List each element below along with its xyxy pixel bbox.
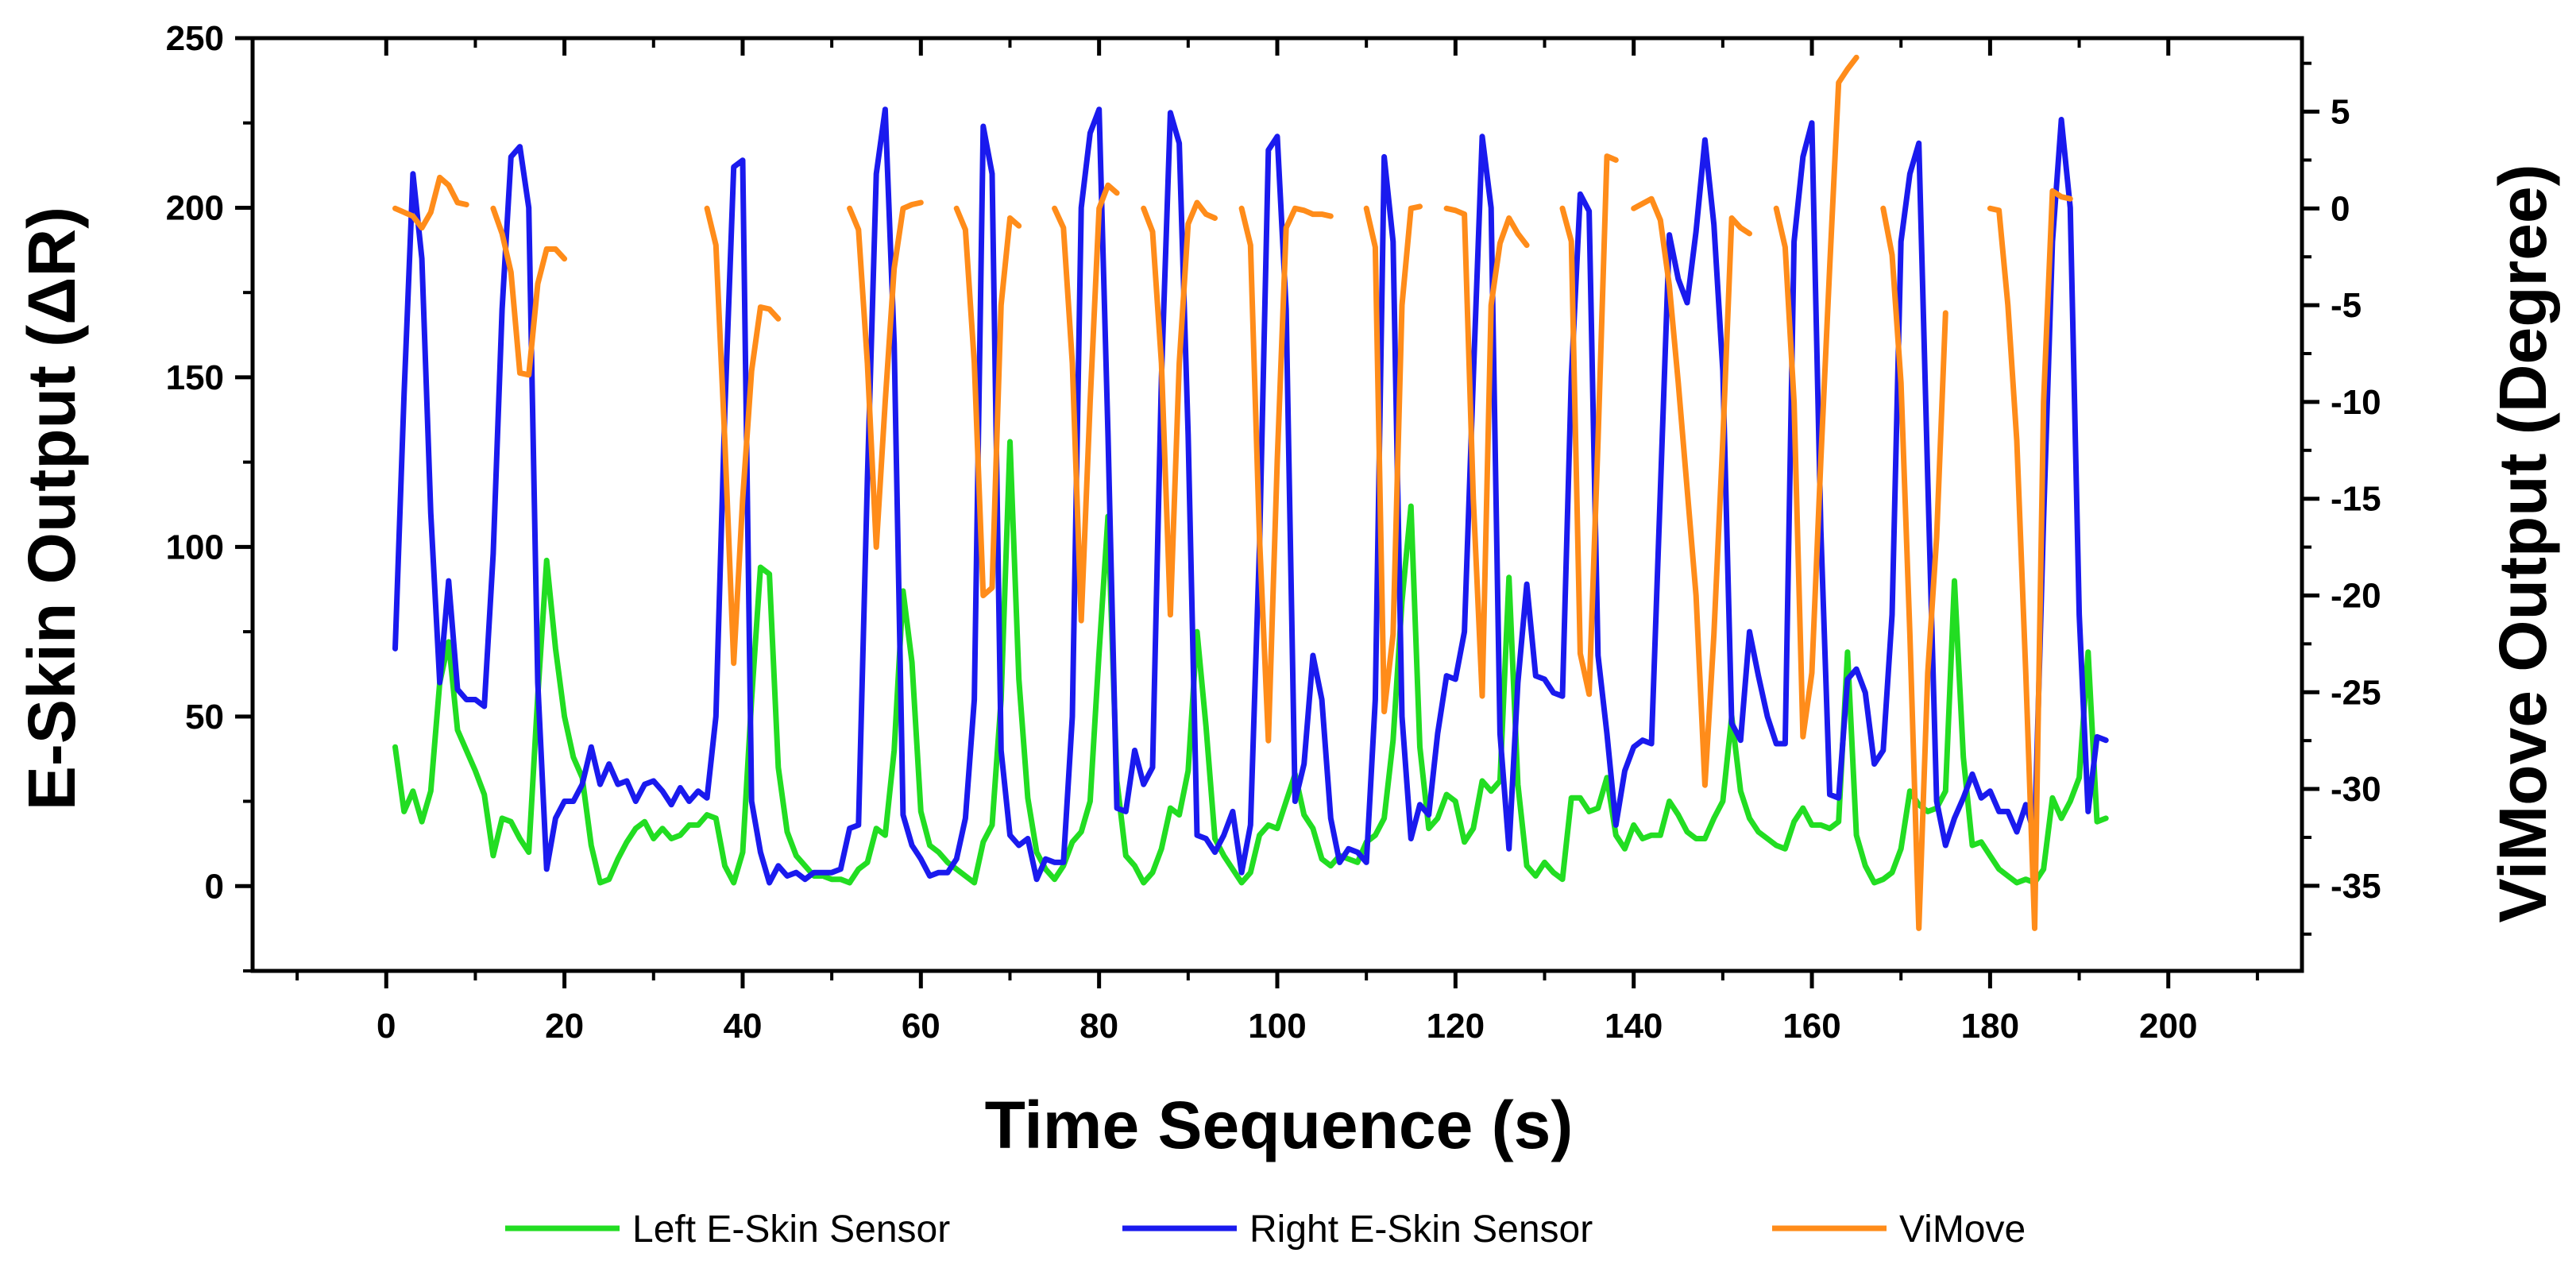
x-tick-label: 140 (1605, 1007, 1663, 1046)
series-line-vimove (1443, 205, 1530, 699)
series-layer (392, 54, 2109, 931)
x-tick-label: 80 (1079, 1007, 1118, 1046)
series-line-vimove (1363, 203, 1423, 715)
y-tick-label: 100 (166, 528, 224, 566)
series-line-vimove (1987, 188, 2073, 931)
y-tick-label: 0 (205, 867, 224, 906)
series-line-vimove (1631, 195, 1752, 788)
y2-tick-label: 0 (2331, 189, 2350, 228)
left-y-axis-title: E-Skin Output (ΔR) (14, 207, 89, 810)
y2-tick-label: -15 (2331, 480, 2381, 519)
series-line-vimove (392, 174, 469, 231)
y2-tick-label: -5 (2331, 286, 2362, 325)
series-line-right-e-skin-sensor (392, 106, 2109, 886)
series-line-vimove (1880, 205, 1948, 931)
x-tick-label: 100 (1248, 1007, 1306, 1046)
legend-label-vimove: ViMove (1899, 1208, 2026, 1251)
y2-tick-label: -25 (2331, 673, 2381, 712)
series-line-left-e-skin-sensor (392, 439, 2109, 886)
y2-tick-label: -35 (2331, 867, 2381, 906)
series-line-vimove (490, 205, 568, 378)
y2-tick-label: -10 (2331, 383, 2381, 422)
x-tick-label: 160 (1782, 1007, 1840, 1046)
x-tick-label: 20 (545, 1007, 584, 1046)
y-tick-label: 200 (166, 188, 224, 227)
x-tick-label: 60 (902, 1007, 940, 1046)
legend-label-right-e-skin-sensor: Right E-Skin Sensor (1249, 1208, 1593, 1251)
x-axis-title: Time Sequence (s) (985, 1088, 1574, 1162)
series-line-vimove (1559, 153, 1619, 698)
x-tick-label: 40 (723, 1007, 762, 1046)
x-tick-label: 200 (2139, 1007, 2197, 1046)
x-tick-label: 0 (377, 1007, 396, 1046)
series-line-vimove (953, 205, 1022, 598)
y-tick-label: 50 (185, 698, 224, 737)
series-line-vimove (1238, 205, 1334, 744)
legend: Left E-Skin Sensor Right E-Skin Sensor ViM… (505, 1208, 2026, 1251)
y-tick-label: 150 (166, 358, 224, 397)
series-line-vimove (847, 199, 924, 551)
series-line-vimove (1052, 182, 1120, 624)
series-line-vimove (1141, 199, 1218, 618)
left-y-axis-ticks: 0 50 100 150 200 250 (166, 19, 253, 972)
y-tick-label: 250 (166, 19, 224, 58)
y2-tick-label: 5 (2331, 93, 2350, 132)
legend-label-left-e-skin-sensor: Left E-Skin Sensor (632, 1208, 950, 1251)
right-y-axis-title: ViMove Output (Degree) (2485, 164, 2560, 922)
y2-tick-label: -20 (2331, 576, 2381, 615)
series-line-vimove (704, 205, 782, 667)
x-axis-ticks: 0 20 40 60 80 100 120 140 160 180 200 (295, 38, 2259, 1046)
x-tick-label: 120 (1427, 1007, 1485, 1046)
series-line-vimove (1773, 54, 1860, 740)
x-tick-label: 180 (1961, 1007, 2019, 1046)
y2-tick-label: -30 (2331, 770, 2381, 809)
right-y-axis-ticks: 5 0 -5 -10 -15 -20 -25 -30 -35 (2302, 61, 2381, 936)
